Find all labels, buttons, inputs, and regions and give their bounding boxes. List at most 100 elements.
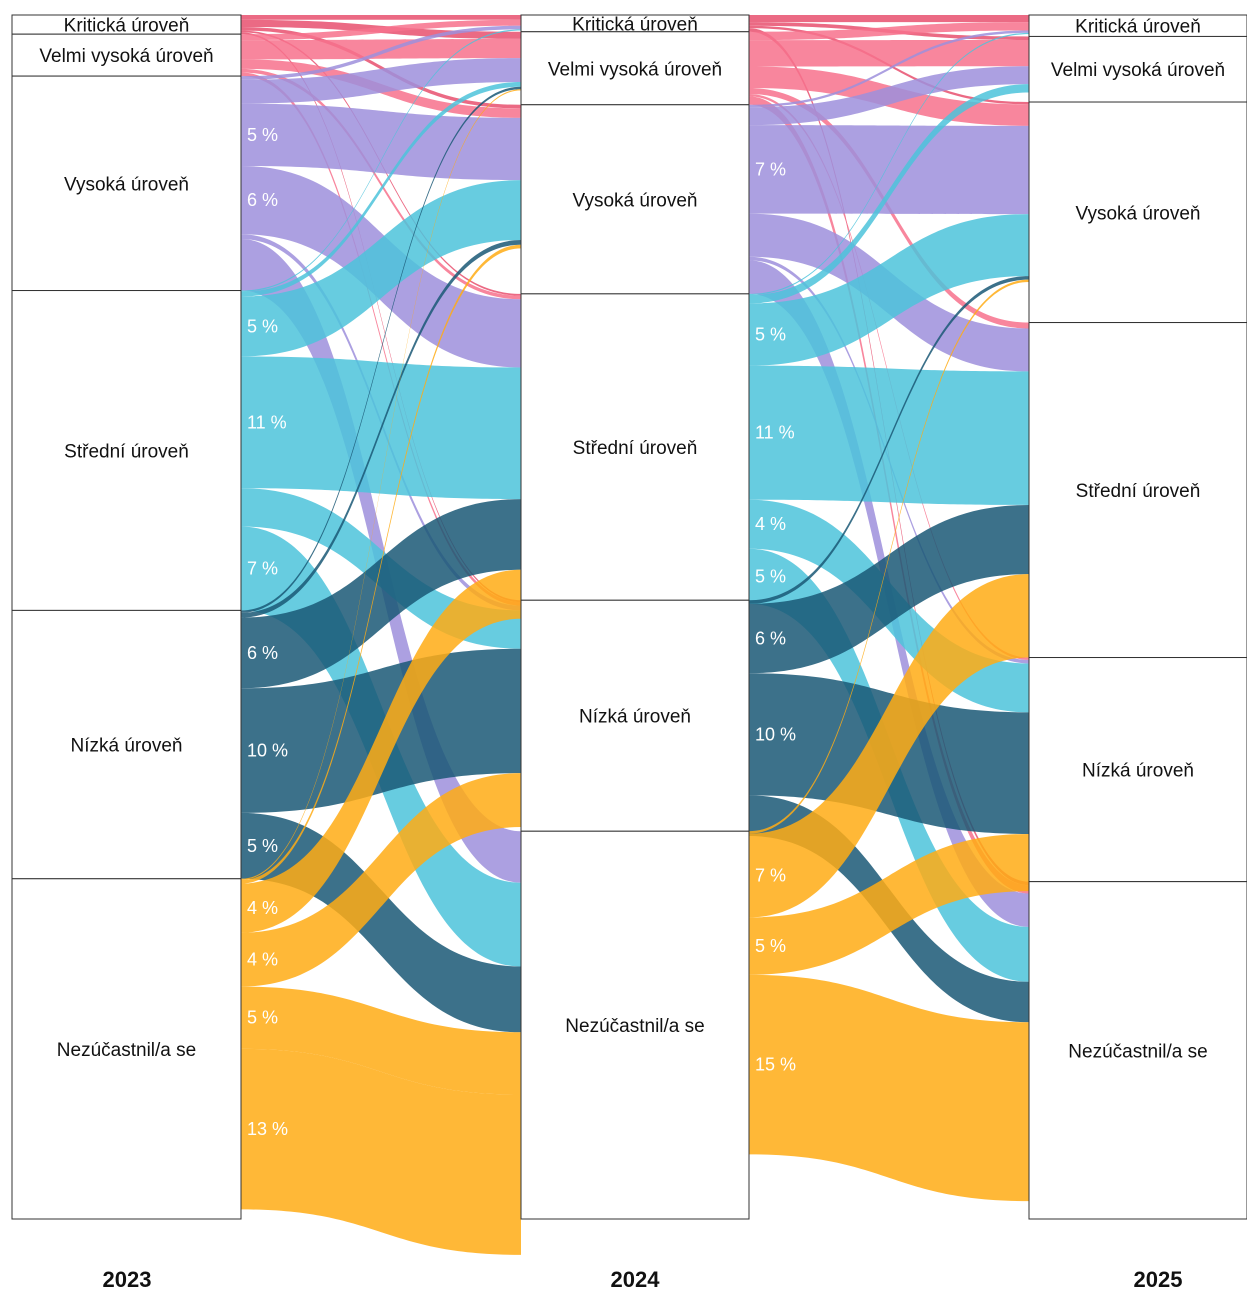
flow-2023-nizka-uroven-to-stredni-uroven bbox=[241, 499, 521, 689]
flow-percent-label-2024: 5 % bbox=[755, 936, 786, 956]
year-label-2024: 2024 bbox=[611, 1267, 661, 1289]
flow-2023-nezucastnil-a-se-to-velmi-vysoka-uroven bbox=[241, 89, 521, 880]
flow-2023-vysoka-uroven-to-kriticka-uroven bbox=[241, 25, 521, 80]
flow-2024-nizka-uroven-to-vysoka-uroven bbox=[749, 276, 1029, 604]
node-2025-nezucastnil-a-se bbox=[1028, 881, 1247, 1220]
flow-percent-label-2023: 5 % bbox=[247, 316, 278, 336]
node-2024-stredni-uroven bbox=[520, 293, 750, 601]
flow-2024-nezucastnil-a-se-to-vysoka-uroven bbox=[749, 279, 1029, 834]
node-2025-velmi-vysoka-uroven bbox=[1028, 35, 1247, 103]
year-label-layer: 2023 2024 2025 bbox=[103, 1267, 1183, 1289]
flow-2023-stredni-uroven-to-velmi-vysoka-uroven bbox=[241, 82, 521, 297]
flow-2024-stredni-uroven-to-kriticka-uroven bbox=[749, 32, 1029, 296]
node-label-2025-kriticka-uroven: Kritická úroveň bbox=[1075, 17, 1201, 38]
flow-layer bbox=[241, 15, 1029, 1255]
flow-percent-label-2023: 10 % bbox=[247, 741, 288, 761]
flow-2023-stredni-uroven-to-kriticka-uroven bbox=[241, 29, 521, 292]
node-label-2024-kriticka-uroven: Kritická úroveň bbox=[572, 14, 698, 35]
node-label-2024-stredni-uroven: Střední úroveň bbox=[573, 438, 698, 459]
node-2023-vysoka-uroven bbox=[11, 75, 242, 292]
flow-percent-label-2023: 5 % bbox=[247, 125, 278, 145]
flow-2024-vysoka-uroven-to-kriticka-uroven bbox=[749, 30, 1029, 108]
year-label-2025: 2025 bbox=[1134, 1267, 1183, 1289]
flow-percent-label-2023: 5 % bbox=[247, 1008, 278, 1028]
flow-percent-label-2024: 10 % bbox=[755, 724, 796, 744]
node-2023-stredni-uroven bbox=[11, 290, 242, 611]
flow-percent-label-2023: 11 % bbox=[247, 412, 287, 432]
flow-2023-kriticka-uroven-to-vysoka-uroven bbox=[241, 26, 521, 109]
flow-2024-nizka-uroven-to-stredni-uroven bbox=[749, 504, 1029, 674]
flow-percent-label-2023: 7 % bbox=[247, 558, 278, 578]
flow-2023-nezucastnil-a-se-to-vysoka-uroven bbox=[241, 244, 521, 884]
node-label-2025-nizka-uroven: Nízká úroveň bbox=[1082, 761, 1194, 782]
flow-2024-velmi-vysoka-uroven-to-velmi-vysoka-uroven bbox=[749, 40, 1029, 67]
node-2023-nizka-uroven bbox=[11, 609, 242, 880]
flow-percent-label-2023: 13 % bbox=[247, 1119, 288, 1139]
flow-2024-nezucastnil-a-se-to-nezucastnil-a-se bbox=[749, 974, 1029, 1202]
node-label-2023-velmi-vysoka-uroven: Velmi vysoká úroveň bbox=[39, 46, 213, 67]
node-2024-nezucastnil-a-se bbox=[520, 830, 750, 1220]
node-2025-stredni-uroven bbox=[1028, 322, 1247, 659]
flow-percent-label-2024: 15 % bbox=[755, 1055, 796, 1075]
flow-2023-vysoka-uroven-to-vysoka-uroven bbox=[241, 103, 521, 181]
flow-percent-label-2024: 5 % bbox=[755, 325, 786, 345]
flow-2023-nezucastnil-a-se-to-nizka-uroven bbox=[241, 773, 521, 987]
node-label-2025-nezucastnil-a-se: Nezúčastnil/a se bbox=[1068, 1041, 1207, 1062]
flow-2023-nizka-uroven-to-vysoka-uroven bbox=[241, 240, 521, 618]
node-label-2025-stredni-uroven: Střední úroveň bbox=[1076, 481, 1201, 502]
flow-2023-kriticka-uroven-to-nizka-uroven bbox=[241, 32, 521, 603]
node-2023-nezucastnil-a-se bbox=[11, 878, 242, 1220]
flow-percent-label-2024: 7 % bbox=[755, 866, 786, 886]
flow-2023-velmi-vysoka-uroven-to-kriticka-uroven bbox=[241, 19, 521, 41]
flow-2023-nezucastnil-a-se-to-stredni-uroven bbox=[241, 569, 521, 933]
flow-percent-label-2024: 4 % bbox=[755, 514, 786, 534]
node-label-2023-nezucastnil-a-se: Nezúčastnil/a se bbox=[57, 1040, 196, 1061]
flow-2024-stredni-uroven-to-velmi-vysoka-uroven bbox=[749, 84, 1029, 304]
flow-2023-stredni-uroven-to-vysoka-uroven bbox=[241, 180, 521, 357]
node-label-2024-nezucastnil-a-se: Nezúčastnil/a se bbox=[565, 1016, 704, 1037]
flow-2023-nizka-uroven-to-velmi-vysoka-uroven bbox=[241, 86, 521, 613]
flow-2024-velmi-vysoka-uroven-to-kriticka-uroven bbox=[749, 22, 1029, 41]
flow-2023-nezucastnil-a-se-to-nezucastnil-a-se bbox=[241, 1048, 521, 1255]
flow-2024-vysoka-uroven-to-vysoka-uroven bbox=[749, 125, 1029, 215]
flow-percent-label-2024: 6 % bbox=[755, 629, 786, 649]
node-layer: Kritická úroveň Velmi vysoká úroveň Vysoká… bbox=[11, 14, 1247, 1220]
node-2024-nizka-uroven bbox=[520, 599, 750, 832]
flow-2023-velmi-vysoka-uroven-to-nizka-uroven bbox=[241, 72, 521, 606]
node-label-2023-nizka-uroven: Nízká úroveň bbox=[71, 736, 183, 757]
node-label-2025-vysoka-uroven: Vysoká úroveň bbox=[1076, 203, 1201, 224]
flow-2024-nezucastnil-a-se-to-stredni-uroven bbox=[749, 574, 1029, 918]
node-label-2024-velmi-vysoka-uroven: Velmi vysoká úroveň bbox=[548, 59, 722, 80]
flow-2023-velmi-vysoka-uroven-to-stredni-uroven bbox=[241, 68, 521, 300]
percent-label-layer: 5 % 6 % 5 % 11 % 7 % 6 % 10 % 5 % 4 % 4 % 5 % 13 % 7… bbox=[247, 125, 796, 1139]
node-label-2024-nizka-uroven: Nízká úroveň bbox=[579, 707, 691, 728]
flow-percent-label-2024: 11 % bbox=[755, 423, 795, 443]
flow-2023-velmi-vysoka-uroven-to-velmi-vysoka-uroven bbox=[241, 38, 521, 60]
flow-2023-kriticka-uroven-to-kriticka-uroven bbox=[241, 15, 521, 20]
node-2024-vysoka-uroven bbox=[520, 104, 750, 295]
node-2025-vysoka-uroven bbox=[1028, 101, 1247, 324]
flow-2023-vysoka-uroven-to-velmi-vysoka-uroven bbox=[241, 58, 521, 104]
node-label-2025-velmi-vysoka-uroven: Velmi vysoká úroveň bbox=[1051, 60, 1225, 81]
node-2024-velmi-vysoka-uroven bbox=[520, 31, 750, 106]
flow-2024-kriticka-uroven-to-kriticka-uroven bbox=[749, 15, 1029, 23]
node-2023-velmi-vysoka-uroven bbox=[11, 33, 242, 77]
flow-percent-label-2024: 7 % bbox=[755, 159, 786, 179]
flow-2024-stredni-uroven-to-stredni-uroven bbox=[749, 365, 1029, 505]
flow-2023-nezucastnil-a-se-to-nezucastnil-a-se bbox=[241, 986, 521, 1095]
year-label-2023: 2023 bbox=[103, 1267, 152, 1289]
flow-percent-label-2023: 6 % bbox=[247, 190, 278, 210]
node-label-2023-stredni-uroven: Střední úroveň bbox=[64, 441, 189, 462]
flow-2024-stredni-uroven-to-vysoka-uroven bbox=[749, 214, 1029, 366]
flow-percent-label-2023: 4 % bbox=[247, 898, 278, 918]
flow-2024-vysoka-uroven-to-velmi-vysoka-uroven bbox=[749, 66, 1029, 126]
node-label-2023-kriticka-uroven: Kritická úroveň bbox=[64, 16, 190, 37]
flow-percent-label-2023: 4 % bbox=[247, 950, 278, 970]
node-2025-nizka-uroven bbox=[1028, 657, 1247, 883]
flow-percent-label-2024: 5 % bbox=[755, 566, 786, 586]
node-label-2023-vysoka-uroven: Vysoká úroveň bbox=[64, 174, 189, 195]
flow-2024-nezucastnil-a-se-to-nizka-uroven bbox=[749, 833, 1029, 975]
node-label-2024-vysoka-uroven: Vysoká úroveň bbox=[573, 190, 698, 211]
flow-percent-label-2023: 6 % bbox=[247, 643, 278, 663]
